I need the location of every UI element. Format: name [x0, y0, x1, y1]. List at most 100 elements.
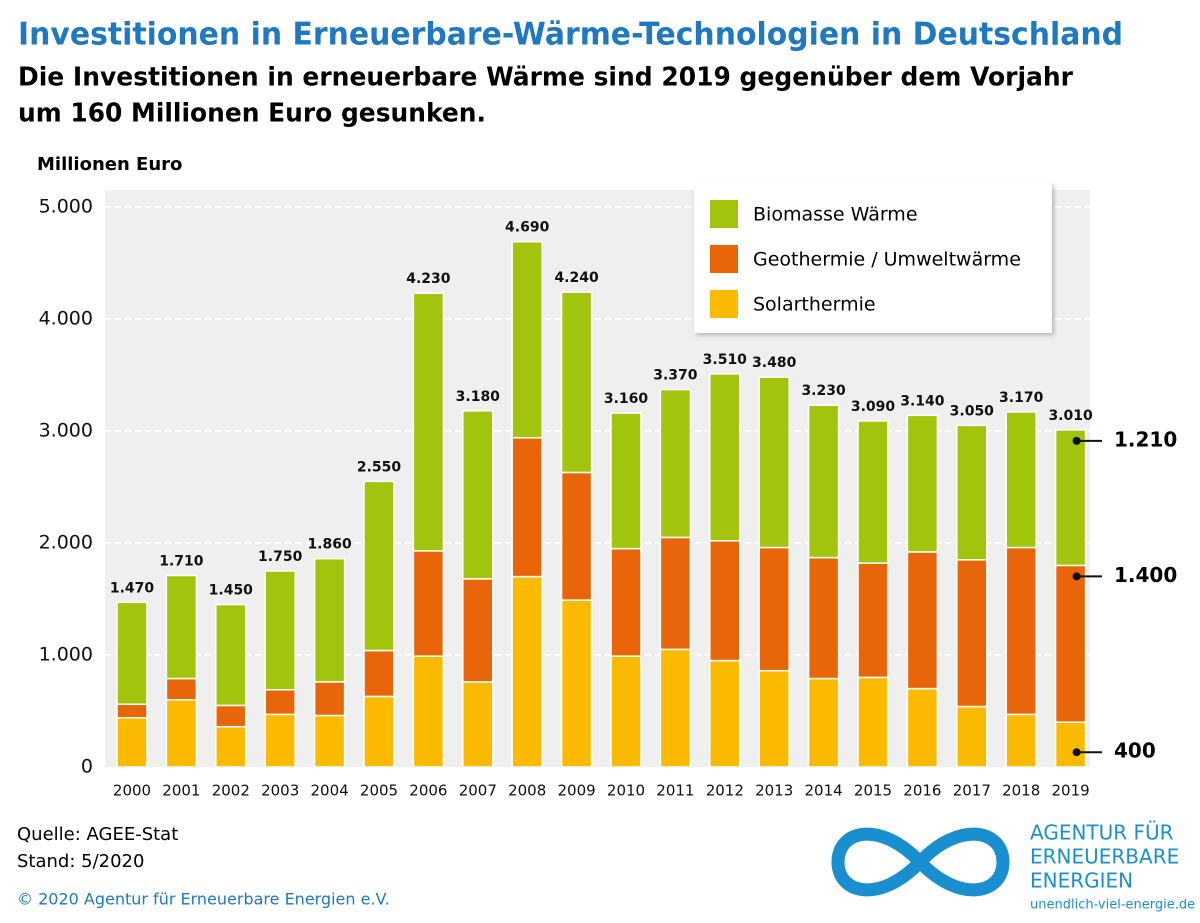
total-label: 3.010	[1048, 408, 1093, 424]
x-tick-label: 2012	[706, 782, 744, 800]
bar-segment	[215, 704, 247, 728]
y-tick-label: 2.000	[39, 532, 93, 554]
bar-segment	[807, 677, 840, 768]
bar-segment	[215, 603, 247, 707]
bar-segment	[264, 713, 296, 768]
total-label: 3.510	[703, 352, 748, 368]
total-label: 2.550	[357, 459, 402, 475]
legend	[694, 183, 1052, 333]
y-tick-label: 1.000	[39, 644, 93, 666]
x-tick-label: 2004	[311, 782, 349, 800]
bar-segment	[560, 291, 593, 474]
bar-segment	[807, 556, 840, 680]
bar-segment	[610, 412, 642, 550]
bar-segment	[462, 681, 494, 768]
bar-segment	[165, 574, 198, 680]
bar-segment	[857, 676, 889, 768]
bar-segment	[956, 559, 988, 708]
bar-segment	[313, 681, 346, 717]
bar-segment	[1005, 713, 1037, 768]
x-tick-label: 2005	[360, 782, 398, 800]
total-label: 3.140	[900, 393, 945, 409]
bar-segment	[412, 292, 445, 552]
bar-segment	[659, 388, 692, 539]
bar-segment	[1054, 564, 1087, 723]
x-tick-label: 2013	[755, 782, 793, 800]
bar-segment	[116, 716, 148, 768]
bar-segment	[807, 404, 840, 559]
x-tick-label: 2018	[1002, 782, 1040, 800]
bar-segment	[462, 578, 494, 683]
bar-segment	[709, 659, 741, 768]
total-label: 3.230	[801, 383, 846, 399]
bar-segment	[610, 655, 642, 768]
bar-segment	[363, 480, 395, 652]
logo-text: ERNEUERBARE	[1030, 845, 1179, 869]
total-label: 3.090	[851, 399, 896, 415]
total-label: 3.370	[653, 368, 698, 384]
bar-segment	[857, 420, 889, 564]
source: Quelle: AGEE-Stat	[17, 824, 178, 845]
chart-title: Investitionen in Erneuerbare-Wärme-Techn…	[18, 17, 1123, 53]
bar-segment	[1054, 429, 1087, 567]
total-label: 1.450	[209, 583, 254, 599]
legend-label: Solarthermie	[753, 294, 876, 316]
y-tick-label: 5.000	[39, 196, 93, 218]
x-tick-label: 2017	[953, 782, 991, 800]
bar-segment	[956, 424, 988, 561]
x-tick-label: 2001	[162, 782, 200, 800]
end-label: 1.210	[1114, 427, 1177, 451]
bar-segment	[511, 575, 543, 768]
y-axis-label: Millionen Euro	[37, 154, 182, 175]
y-tick-label: 4.000	[39, 308, 93, 330]
x-tick-label: 2007	[459, 782, 497, 800]
total-label: 3.480	[752, 355, 797, 371]
bar-segment	[116, 601, 148, 706]
bar-segment	[906, 687, 939, 768]
bar-segment	[412, 550, 445, 657]
bar-segment	[462, 410, 494, 580]
x-tick-label: 2000	[113, 782, 151, 800]
total-label: 4.690	[505, 220, 550, 236]
end-label: 1.400	[1114, 563, 1177, 587]
total-label: 1.710	[159, 553, 204, 569]
bar-segment	[1005, 546, 1037, 716]
bar-segment	[363, 695, 395, 768]
total-label: 4.230	[406, 271, 451, 287]
bar-segment	[1005, 411, 1037, 549]
bar-segment	[758, 376, 790, 549]
x-tick-label: 2003	[261, 782, 299, 800]
x-tick-label: 2014	[805, 782, 843, 800]
y-tick-label: 3.000	[39, 420, 93, 442]
bar-segment	[313, 714, 346, 768]
end-label: 400	[1114, 739, 1156, 763]
total-label: 4.240	[554, 270, 599, 286]
bar-segment	[659, 536, 692, 651]
total-label: 1.470	[110, 580, 155, 596]
bar-segment	[165, 677, 198, 701]
y-tick-label: 0	[81, 756, 93, 778]
x-tick-label: 2006	[409, 782, 447, 800]
bar-segment	[215, 725, 247, 768]
total-label: 3.050	[950, 403, 995, 419]
bar-segment	[1054, 721, 1087, 768]
bar-segment	[313, 557, 346, 683]
logo-url: unendlich-viel-energie.de	[1030, 898, 1195, 913]
legend-swatch	[710, 200, 738, 228]
bar-segment	[264, 570, 296, 691]
legend-swatch	[710, 290, 738, 318]
bar-segment	[264, 688, 296, 716]
subtitle: Die Investitionen in erneuerbare Wärme s…	[18, 63, 1073, 93]
bar-segment	[709, 373, 741, 542]
bar-segment	[906, 551, 939, 690]
x-tick-label: 2008	[508, 782, 546, 800]
bar-segment	[412, 655, 445, 768]
total-label: 1.860	[307, 537, 352, 553]
legend-swatch	[710, 245, 738, 273]
total-label: 1.750	[258, 549, 303, 565]
logo-text: AGENTUR FÜR	[1030, 821, 1174, 845]
x-tick-label: 2011	[656, 782, 694, 800]
bar-segment	[511, 240, 543, 439]
bar-segment	[363, 649, 395, 698]
